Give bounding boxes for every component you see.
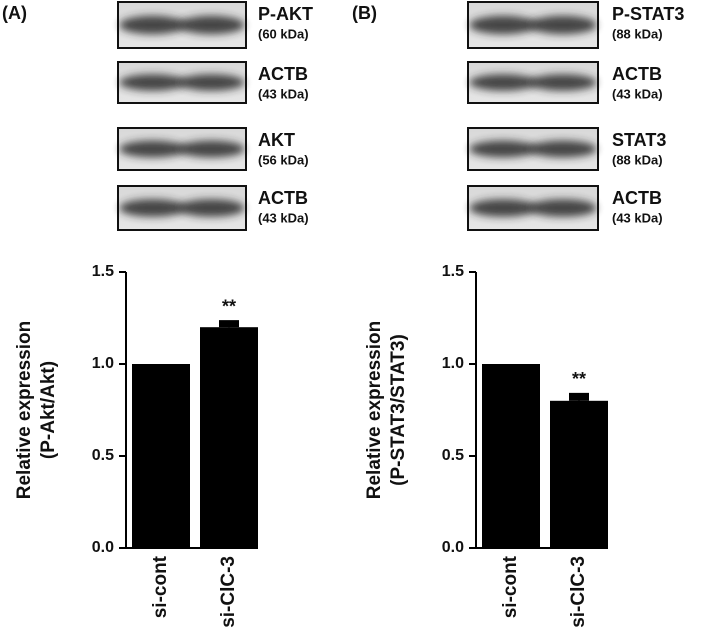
- blot: [467, 127, 599, 171]
- blot-size: (43 kDa): [258, 86, 309, 101]
- panel-label: (A): [2, 3, 27, 23]
- x-tick-label: si-ClC-3: [218, 556, 239, 628]
- blot: [467, 185, 599, 231]
- y-tick-label: 1.5: [92, 263, 114, 280]
- blot-band: [119, 199, 186, 217]
- blot: [117, 127, 247, 171]
- blot-band: [178, 74, 245, 91]
- bar: [482, 364, 540, 548]
- blot-frame: [467, 127, 599, 171]
- y-tick-label: 0.5: [92, 447, 114, 464]
- blot-frame: [467, 185, 599, 231]
- blot-name: P-AKT: [258, 4, 313, 24]
- bar: [200, 327, 258, 548]
- blot-band: [119, 74, 186, 91]
- blot-band: [469, 199, 537, 217]
- blot-frame: [117, 127, 247, 171]
- blot-band: [529, 74, 597, 91]
- blot-name: AKT: [258, 130, 295, 150]
- blot-band: [178, 140, 245, 158]
- y-tick-label: 1.5: [442, 263, 464, 280]
- blot-band: [529, 199, 597, 217]
- blot-size: (60 kDa): [258, 26, 309, 41]
- blot-size: (88 kDa): [612, 152, 663, 167]
- error-bar: [219, 320, 239, 328]
- blot-band: [529, 140, 597, 158]
- y-axis-label: (P-Akt/Akt): [38, 361, 59, 459]
- blot: [467, 1, 599, 49]
- y-tick-label: 0.0: [92, 539, 114, 556]
- blot-size: (88 kDa): [612, 26, 663, 41]
- y-tick-label: 0.0: [442, 539, 464, 556]
- error-block: [219, 321, 239, 328]
- blot-frame: [117, 1, 247, 49]
- blot-name: ACTB: [612, 64, 662, 84]
- blot: [117, 61, 247, 104]
- y-tick-label: 1.0: [442, 355, 464, 372]
- blot-band: [469, 74, 537, 91]
- x-tick-label: si-ClC-3: [568, 556, 589, 628]
- panel-label: (B): [352, 3, 377, 23]
- blot-frame: [467, 61, 599, 104]
- bar: [550, 400, 608, 548]
- y-tick-label: 1.0: [92, 355, 114, 372]
- blot-band: [178, 15, 245, 35]
- x-tick-label: si-cont: [150, 555, 171, 618]
- y-axis-label: Relative expression: [14, 321, 35, 499]
- blot-band: [119, 140, 186, 158]
- blot-size: (56 kDa): [258, 152, 309, 167]
- blot-size: (43 kDa): [612, 210, 663, 225]
- y-axis-label: (P-STAT3/STAT3): [388, 334, 409, 486]
- y-axis-label: Relative expression: [364, 321, 385, 499]
- blot-band: [119, 15, 186, 35]
- blot-size: (43 kDa): [258, 210, 309, 225]
- blot-size: (43 kDa): [612, 86, 663, 101]
- y-tick-label: 0.5: [442, 447, 464, 464]
- bar: [132, 364, 190, 548]
- blot-frame: [467, 1, 599, 49]
- blot-frame: [117, 61, 247, 104]
- blot-band: [469, 15, 537, 35]
- significance: **: [222, 296, 236, 316]
- blot-band: [529, 15, 597, 35]
- significance: **: [572, 369, 586, 389]
- error-block: [569, 394, 589, 401]
- blot-name: ACTB: [612, 188, 662, 208]
- blot-name: P-STAT3: [612, 4, 684, 24]
- blot: [117, 1, 247, 49]
- error-bar: [569, 392, 589, 401]
- blot: [117, 185, 247, 231]
- blot-band: [178, 199, 245, 217]
- blot-band: [469, 140, 537, 158]
- blot-name: ACTB: [258, 188, 308, 208]
- blot-name: ACTB: [258, 64, 308, 84]
- blot: [467, 61, 599, 104]
- blot-frame: [117, 185, 247, 231]
- x-tick-label: si-cont: [500, 555, 521, 618]
- blot-name: STAT3: [612, 130, 666, 150]
